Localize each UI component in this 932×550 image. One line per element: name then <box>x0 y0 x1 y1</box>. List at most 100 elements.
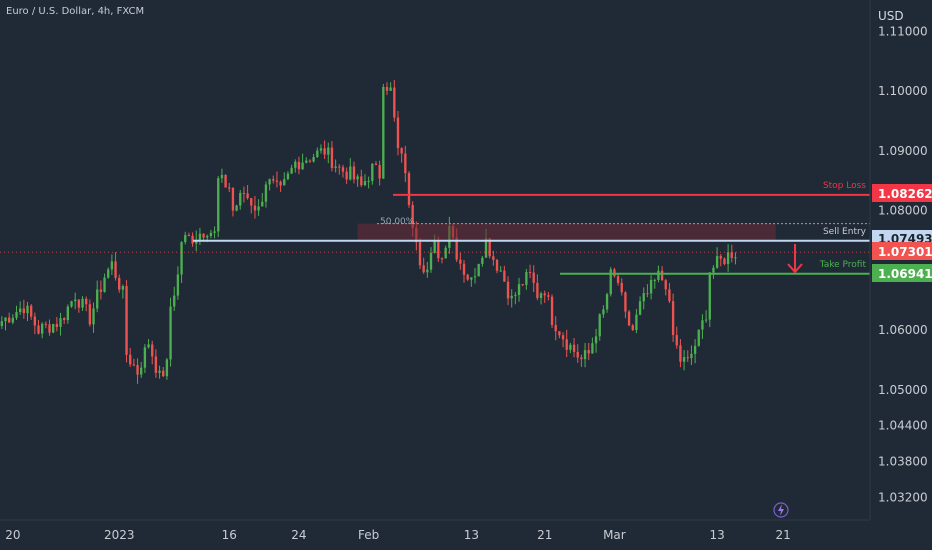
candle <box>693 339 697 364</box>
candle <box>268 178 271 191</box>
candle <box>591 337 594 354</box>
price-tick-label: 1.10000 <box>878 84 928 98</box>
currency-label: USD <box>878 9 904 23</box>
time-tick-label: 13 <box>464 528 479 542</box>
candle <box>642 287 645 310</box>
candle <box>506 276 510 306</box>
candle <box>7 312 11 323</box>
time-tick-label: 21 <box>775 528 790 542</box>
time-tick-label: 20 <box>5 528 20 542</box>
candle <box>81 296 84 311</box>
candle <box>477 263 480 277</box>
candle <box>70 300 73 308</box>
candle <box>400 147 403 163</box>
candle <box>631 323 634 331</box>
sell-zone <box>357 223 776 241</box>
candle <box>679 339 682 368</box>
candle <box>305 157 308 164</box>
candle <box>363 174 367 187</box>
candle <box>609 267 612 297</box>
candle <box>429 247 433 273</box>
candle <box>74 292 77 310</box>
candle <box>246 185 249 200</box>
candle <box>389 82 392 91</box>
candle <box>125 280 128 363</box>
candle <box>528 264 532 279</box>
candle <box>492 250 495 266</box>
candle <box>103 273 106 293</box>
candle <box>554 316 557 341</box>
candle <box>77 299 81 313</box>
candle <box>264 181 268 208</box>
candle <box>701 314 704 339</box>
candle <box>154 349 158 378</box>
candle <box>220 168 224 183</box>
candle <box>143 344 147 373</box>
candle <box>63 317 66 324</box>
candle <box>569 342 572 354</box>
candle <box>92 302 95 333</box>
candle <box>308 159 312 163</box>
candle <box>539 291 543 305</box>
candle <box>371 163 374 185</box>
time-axis[interactable]: 20 2023 16 24 Feb 13 21 Mar 13 21 <box>5 528 791 542</box>
candle <box>290 164 293 175</box>
take-profit-price: 1.06941 <box>878 267 932 281</box>
candle <box>561 332 565 348</box>
candle <box>374 161 378 166</box>
candle <box>671 293 675 342</box>
candle <box>440 257 444 264</box>
candle <box>275 171 279 188</box>
candle <box>576 344 579 363</box>
candle <box>396 110 400 156</box>
candle <box>85 296 88 312</box>
candle <box>129 348 132 367</box>
candle <box>514 292 517 305</box>
candle <box>547 291 550 301</box>
candle <box>294 159 297 173</box>
candle <box>250 198 253 214</box>
candle <box>239 189 242 210</box>
candle <box>30 304 33 320</box>
candle <box>682 349 686 371</box>
candle <box>418 238 422 269</box>
candle <box>550 294 554 329</box>
candle <box>473 268 477 284</box>
candle <box>407 171 411 208</box>
candle <box>517 277 521 302</box>
candle <box>173 286 176 311</box>
candle <box>422 257 425 274</box>
candle <box>272 175 275 184</box>
candle <box>242 186 246 203</box>
candle <box>605 292 609 313</box>
lightning-icon[interactable] <box>773 502 789 518</box>
candle <box>44 321 48 329</box>
candle <box>55 316 59 332</box>
candle <box>444 245 447 259</box>
price-tick-label: 1.03800 <box>878 454 928 468</box>
candle <box>312 153 315 163</box>
candle <box>228 182 231 193</box>
candle <box>327 142 330 164</box>
candle <box>558 331 561 339</box>
symbol-title: Euro / U.S. Dollar, 4h, FXCM <box>6 6 144 17</box>
candle <box>158 365 161 379</box>
take-profit-label: Take Profit <box>819 260 867 270</box>
candle <box>279 180 282 192</box>
candle <box>191 232 194 247</box>
candle <box>297 156 301 175</box>
price-tick-label: 1.09000 <box>878 144 928 158</box>
candle <box>598 313 601 341</box>
candle <box>136 358 139 384</box>
price-axis[interactable]: 1.11000 1.10000 1.09000 1.08000 1.06000 1.050… <box>878 24 928 504</box>
time-tick-label: 2023 <box>104 528 135 542</box>
time-tick-label: 16 <box>222 528 237 542</box>
candle <box>712 265 715 279</box>
candle <box>22 299 26 319</box>
candle <box>352 161 356 184</box>
time-tick-label: 21 <box>537 528 552 542</box>
candle <box>565 329 568 358</box>
candle <box>572 338 576 358</box>
candle <box>536 274 539 301</box>
